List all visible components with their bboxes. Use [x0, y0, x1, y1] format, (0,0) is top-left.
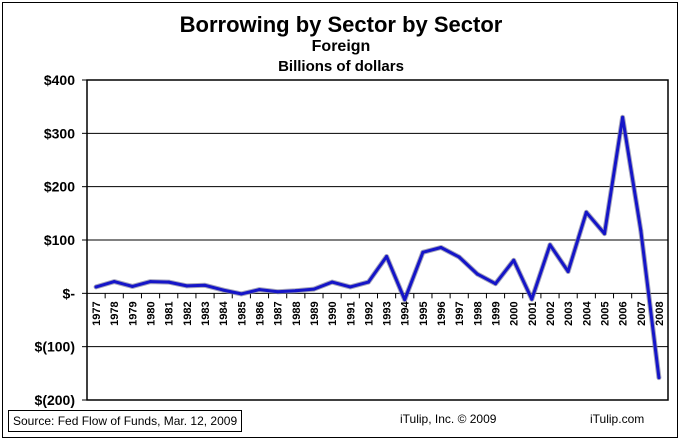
x-tick-label: 1984 [218, 300, 230, 325]
y-tick-label: $(200) [35, 392, 75, 408]
y-tick-label: $(100) [35, 339, 75, 355]
x-tick-label: 1982 [182, 301, 194, 325]
data-point [203, 283, 207, 287]
data-point [475, 272, 479, 276]
data-point [602, 232, 606, 236]
x-tick-label: 1979 [127, 301, 139, 325]
x-tick-label: 1978 [109, 301, 121, 325]
x-tick-label: 1989 [309, 301, 321, 325]
data-point [639, 228, 643, 232]
x-tick-label: 1986 [254, 301, 266, 325]
x-tick-label: 2005 [599, 301, 611, 325]
x-tick-label: 1994 [400, 300, 412, 325]
credit-note: iTulip, Inc. © 2009 [400, 412, 497, 426]
x-tick-label: 1985 [236, 301, 248, 325]
x-tick-label: 2008 [654, 301, 666, 325]
data-point [149, 280, 153, 284]
data-point [257, 288, 261, 292]
data-point [566, 269, 570, 273]
data-point [457, 255, 461, 259]
x-tick-label: 1999 [491, 301, 503, 325]
series-line [94, 115, 661, 380]
x-tick-label: 1995 [418, 301, 430, 325]
data-point [330, 280, 334, 284]
x-tick-label: 2000 [509, 301, 521, 325]
data-point [94, 285, 98, 289]
data-point [239, 292, 243, 296]
x-tick-label: 2004 [581, 300, 593, 325]
data-point [112, 280, 116, 284]
y-tick-label: $200 [44, 179, 75, 195]
x-tick-label: 1997 [454, 301, 466, 325]
y-tick-label: $300 [44, 125, 75, 141]
y-tick-label: $- [63, 285, 76, 301]
x-tick-label: 1977 [91, 301, 103, 325]
data-point [130, 284, 134, 288]
x-tick-label: 1993 [382, 301, 394, 325]
y-tick-label: $100 [44, 232, 75, 248]
data-point [366, 280, 370, 284]
data-point [421, 250, 425, 254]
data-point [439, 245, 443, 249]
x-tick-label: 2002 [545, 301, 557, 325]
source-note: Source: Fed Flow of Funds, Mar. 12, 2009 [8, 410, 243, 432]
data-point [385, 255, 389, 259]
data-point [403, 298, 407, 302]
x-tick-label: 1991 [345, 301, 357, 325]
data-point [348, 285, 352, 289]
x-tick-label: 1992 [363, 301, 375, 325]
x-tick-label: 2001 [527, 301, 539, 325]
data-point [167, 280, 171, 284]
x-tick-label: 1980 [146, 301, 158, 325]
x-tick-label: 1996 [436, 301, 448, 325]
data-point [584, 210, 588, 214]
x-tick-label: 2007 [636, 301, 648, 325]
data-point [221, 288, 225, 292]
chart-units: Billions of dollars [278, 58, 404, 75]
data-point [494, 282, 498, 286]
data-point [530, 297, 534, 301]
data-point [548, 243, 552, 247]
x-tick-label: 1981 [164, 301, 176, 325]
data-point [312, 287, 316, 291]
data-point [276, 290, 280, 294]
data-point [621, 115, 625, 119]
x-tick-label: 1987 [273, 301, 285, 325]
site-note: iTulip.com [590, 412, 645, 426]
data-point [512, 258, 516, 262]
data-point [657, 376, 661, 380]
chart-subtitle: Foreign [311, 38, 371, 55]
x-tick-label: 2006 [618, 301, 630, 325]
x-tick-label: 1983 [200, 301, 212, 325]
x-tick-label: 1990 [327, 301, 339, 325]
y-tick-label: $400 [44, 72, 75, 88]
x-tick-label: 1998 [472, 301, 484, 325]
x-tick-label: 1988 [291, 301, 303, 325]
data-point [185, 284, 189, 288]
chart-title: Borrowing by Sector by Sector [179, 12, 503, 37]
data-point [294, 289, 298, 293]
x-tick-label: 2003 [563, 301, 575, 325]
